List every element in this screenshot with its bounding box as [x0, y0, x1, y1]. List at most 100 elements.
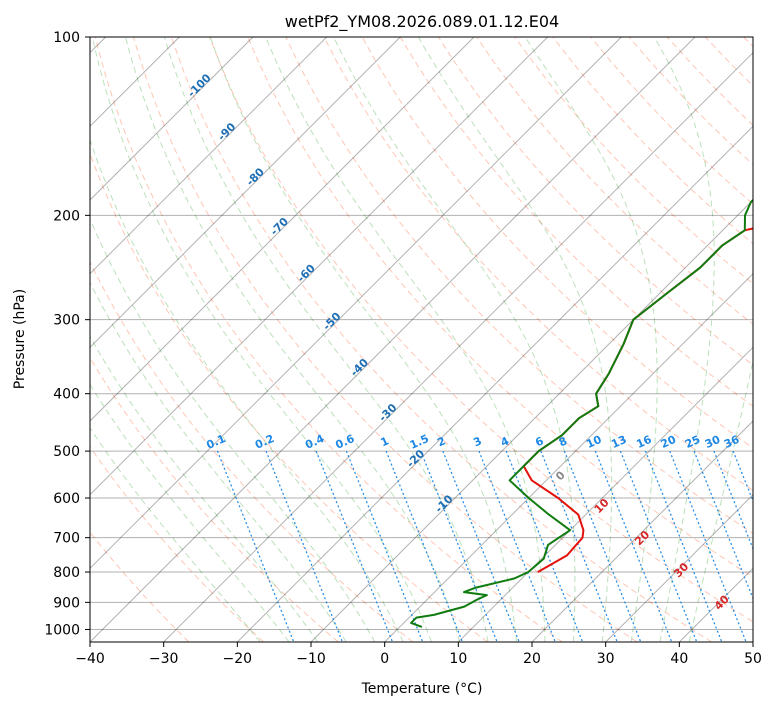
moist-adiabat-line — [0, 37, 318, 642]
isotherm-line — [0, 37, 327, 642]
mixing-ratio-label: 10 — [584, 433, 604, 451]
x-tick-label: 10 — [449, 651, 467, 667]
theta-label: 30 — [671, 560, 691, 580]
x-tick-label: −40 — [75, 651, 105, 667]
isotherm-label: -20 — [404, 447, 427, 470]
mixing-ratio-line — [595, 451, 671, 642]
theta-label: 10 — [592, 496, 612, 516]
moist-adiabat-line — [210, 37, 516, 642]
isotherm-line — [0, 37, 253, 642]
isotherm-label: -100 — [185, 71, 214, 100]
isotherm-line — [90, 37, 695, 642]
isotherm-line — [0, 37, 400, 642]
y-axis-label: Pressure (hPa) — [12, 289, 28, 389]
x-tick-label: −20 — [223, 651, 253, 667]
mixing-ratio-label: 4 — [499, 434, 512, 449]
isotherm-line — [458, 37, 775, 642]
theta-label: 20 — [632, 528, 652, 548]
x-axis-label: Temperature (°C) — [361, 681, 483, 697]
moist-adiabat-line — [38, 37, 375, 642]
isotherm-label: -30 — [376, 401, 399, 424]
x-tick-label: 40 — [670, 651, 688, 667]
y-tick-label: 1000 — [44, 622, 80, 638]
dry-adiabat-line — [210, 37, 775, 642]
mixing-ratio-line — [620, 451, 696, 642]
moist-adiabat-line — [525, 37, 657, 642]
x-tick-label: 20 — [523, 651, 541, 667]
y-tick-label: 800 — [53, 565, 80, 581]
dry-adiabat-line — [19, 37, 413, 642]
y-tick-label: 200 — [53, 208, 80, 224]
mixing-ratio-line — [266, 451, 342, 642]
isotherm-label: -70 — [268, 215, 291, 238]
mixing-ratio-label: 0.1 — [204, 432, 227, 452]
isotherm-line — [606, 37, 775, 642]
mixing-ratio-line — [421, 451, 497, 642]
background-grid — [0, 37, 775, 642]
mixing-ratio-line — [386, 451, 462, 642]
mixing-ratio-label: 0.2 — [253, 432, 276, 452]
isotherm-line — [164, 37, 769, 642]
theta-label: 0 — [553, 468, 568, 483]
dry-adiabat-line — [705, 37, 775, 642]
mixing-ratio-label: 1 — [379, 434, 391, 449]
mixing-ratio-line — [645, 451, 721, 642]
isotherm-label: -90 — [215, 120, 238, 143]
isotherm-line — [237, 37, 775, 642]
dry-adiabat-line — [172, 37, 712, 642]
isotherm-label: -10 — [432, 492, 455, 515]
y-axis-ticks: 100 200 300 400 500 600 700 800 900 1000 — [44, 30, 90, 638]
dewpoint-profile-line — [411, 37, 775, 627]
isotherm-line — [0, 37, 474, 642]
mixing-ratio-line — [217, 451, 293, 642]
x-tick-label: −30 — [149, 651, 179, 667]
y-tick-label: 400 — [53, 387, 80, 403]
dry-adiabat-line — [133, 37, 637, 642]
dry-adiabat-line — [515, 37, 775, 642]
isotherm-line — [532, 37, 775, 642]
y-tick-label: 100 — [53, 30, 80, 46]
isotherm-line — [753, 37, 775, 642]
x-tick-label: −10 — [296, 651, 326, 667]
dry-adiabat-line — [438, 37, 775, 642]
mixing-ratio-label: 30 — [703, 433, 723, 451]
profile-series — [411, 37, 775, 627]
mixing-ratio-line — [541, 451, 617, 642]
isotherm-line — [311, 37, 775, 642]
dry-adiabat-line — [667, 37, 775, 642]
moist-adiabat-line — [92, 37, 431, 642]
isotherm-label: -40 — [348, 356, 371, 379]
dry-adiabat-line — [57, 37, 488, 642]
isotherm-line — [679, 37, 775, 642]
y-tick-label: 900 — [53, 595, 80, 611]
dry-adiabat-line — [553, 37, 775, 642]
mixing-ratio-label: 0.6 — [333, 432, 356, 452]
mixing-ratio-label: 3 — [471, 434, 483, 449]
x-tick-label: 50 — [744, 651, 762, 667]
isotherm-label: -60 — [295, 261, 318, 284]
x-tick-label: 30 — [597, 651, 615, 667]
mixing-ratio-line — [506, 451, 582, 642]
moist-adiabat-line — [418, 37, 611, 642]
isotherm-label: -80 — [244, 165, 267, 188]
x-tick-label: 0 — [380, 651, 389, 667]
mixing-ratio-line — [479, 451, 555, 642]
dry-adiabat-line — [0, 37, 189, 642]
y-tick-label: 300 — [53, 313, 80, 329]
theta-label: 40 — [712, 592, 732, 612]
mixing-ratio-label: 25 — [683, 433, 702, 451]
x-axis-ticks: −40 −30 −20 −10 0 10 20 30 40 50 — [75, 642, 762, 667]
dry-adiabat-line — [95, 37, 562, 642]
y-tick-label: 700 — [53, 531, 80, 547]
dry-adiabat-line — [0, 37, 338, 642]
mixing-ratio-line — [443, 451, 519, 642]
dry-adiabat-line — [744, 37, 775, 642]
y-tick-label: 500 — [53, 444, 80, 460]
mixing-ratio-line — [714, 451, 775, 642]
moist-adiabat-line — [164, 37, 488, 642]
y-tick-label: 600 — [53, 491, 80, 507]
mixing-ratio-label: 13 — [609, 433, 628, 451]
isotherm-line — [385, 37, 775, 642]
